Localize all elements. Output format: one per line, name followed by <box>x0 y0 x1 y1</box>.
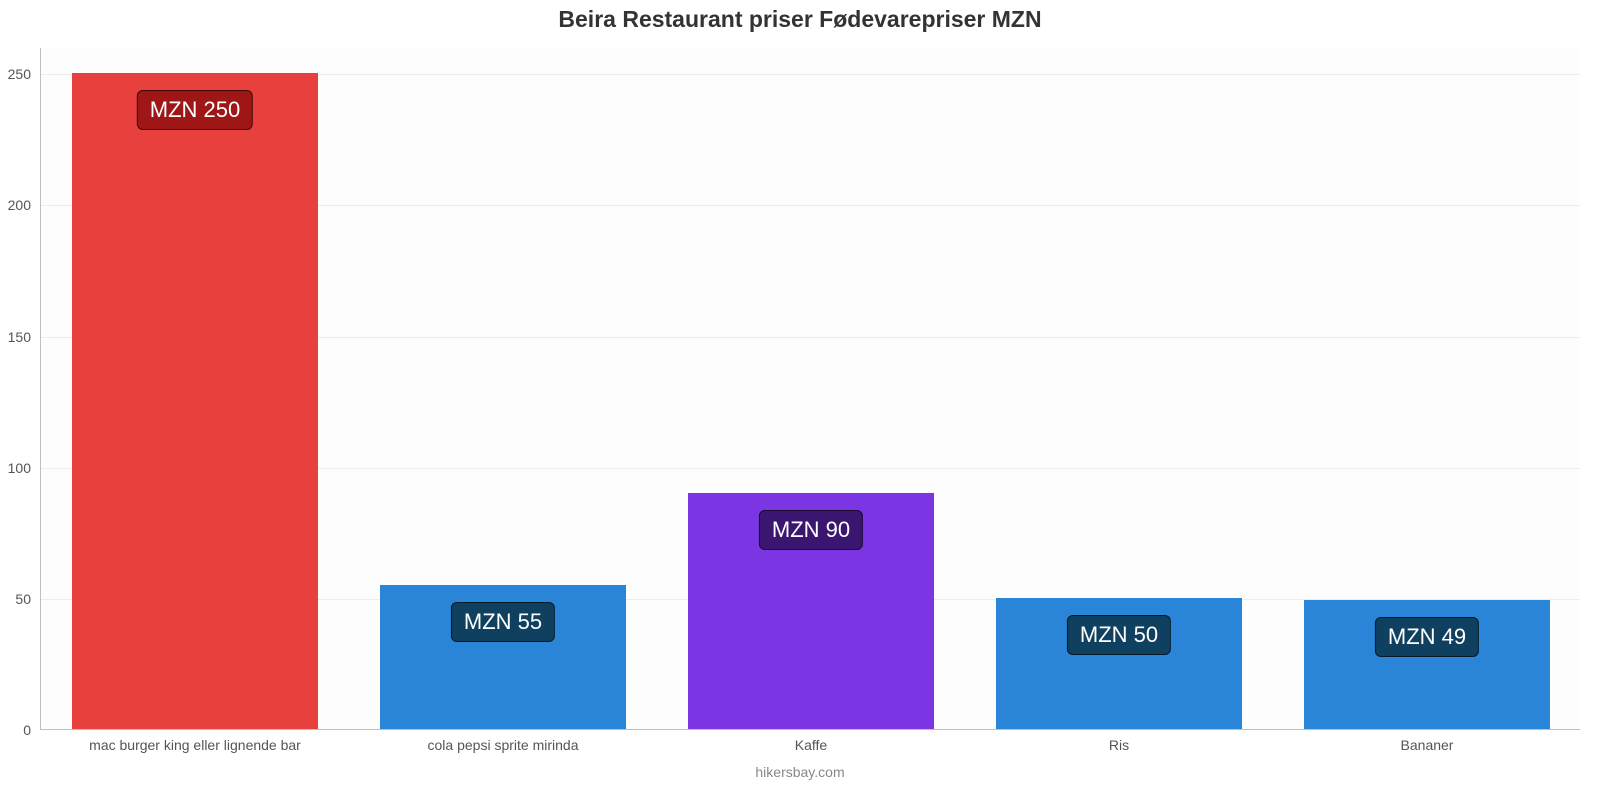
bar-value-label: MZN 49 <box>1375 617 1479 657</box>
y-tick-label: 0 <box>23 722 41 738</box>
bar-value-label: MZN 55 <box>451 602 555 642</box>
y-tick-label: 250 <box>8 66 41 82</box>
chart-credit: hikersbay.com <box>0 764 1600 780</box>
y-tick-label: 50 <box>15 591 41 607</box>
y-tick-label: 150 <box>8 329 41 345</box>
x-tick-label: Ris <box>1109 729 1129 753</box>
y-tick-label: 100 <box>8 460 41 476</box>
bar-value-label: MZN 50 <box>1067 615 1171 655</box>
bar <box>72 73 318 729</box>
x-tick-label: Bananer <box>1401 729 1454 753</box>
bar-value-label: MZN 250 <box>137 90 253 130</box>
x-tick-label: cola pepsi sprite mirinda <box>428 729 579 753</box>
plot-area: 050100150200250MZN 250mac burger king el… <box>40 48 1580 730</box>
x-tick-label: Kaffe <box>795 729 827 753</box>
price-chart: Beira Restaurant priser Fødevarepriser M… <box>0 0 1600 800</box>
chart-title: Beira Restaurant priser Fødevarepriser M… <box>0 6 1600 33</box>
y-tick-label: 200 <box>8 197 41 213</box>
x-tick-label: mac burger king eller lignende bar <box>89 729 301 753</box>
bar-value-label: MZN 90 <box>759 510 863 550</box>
